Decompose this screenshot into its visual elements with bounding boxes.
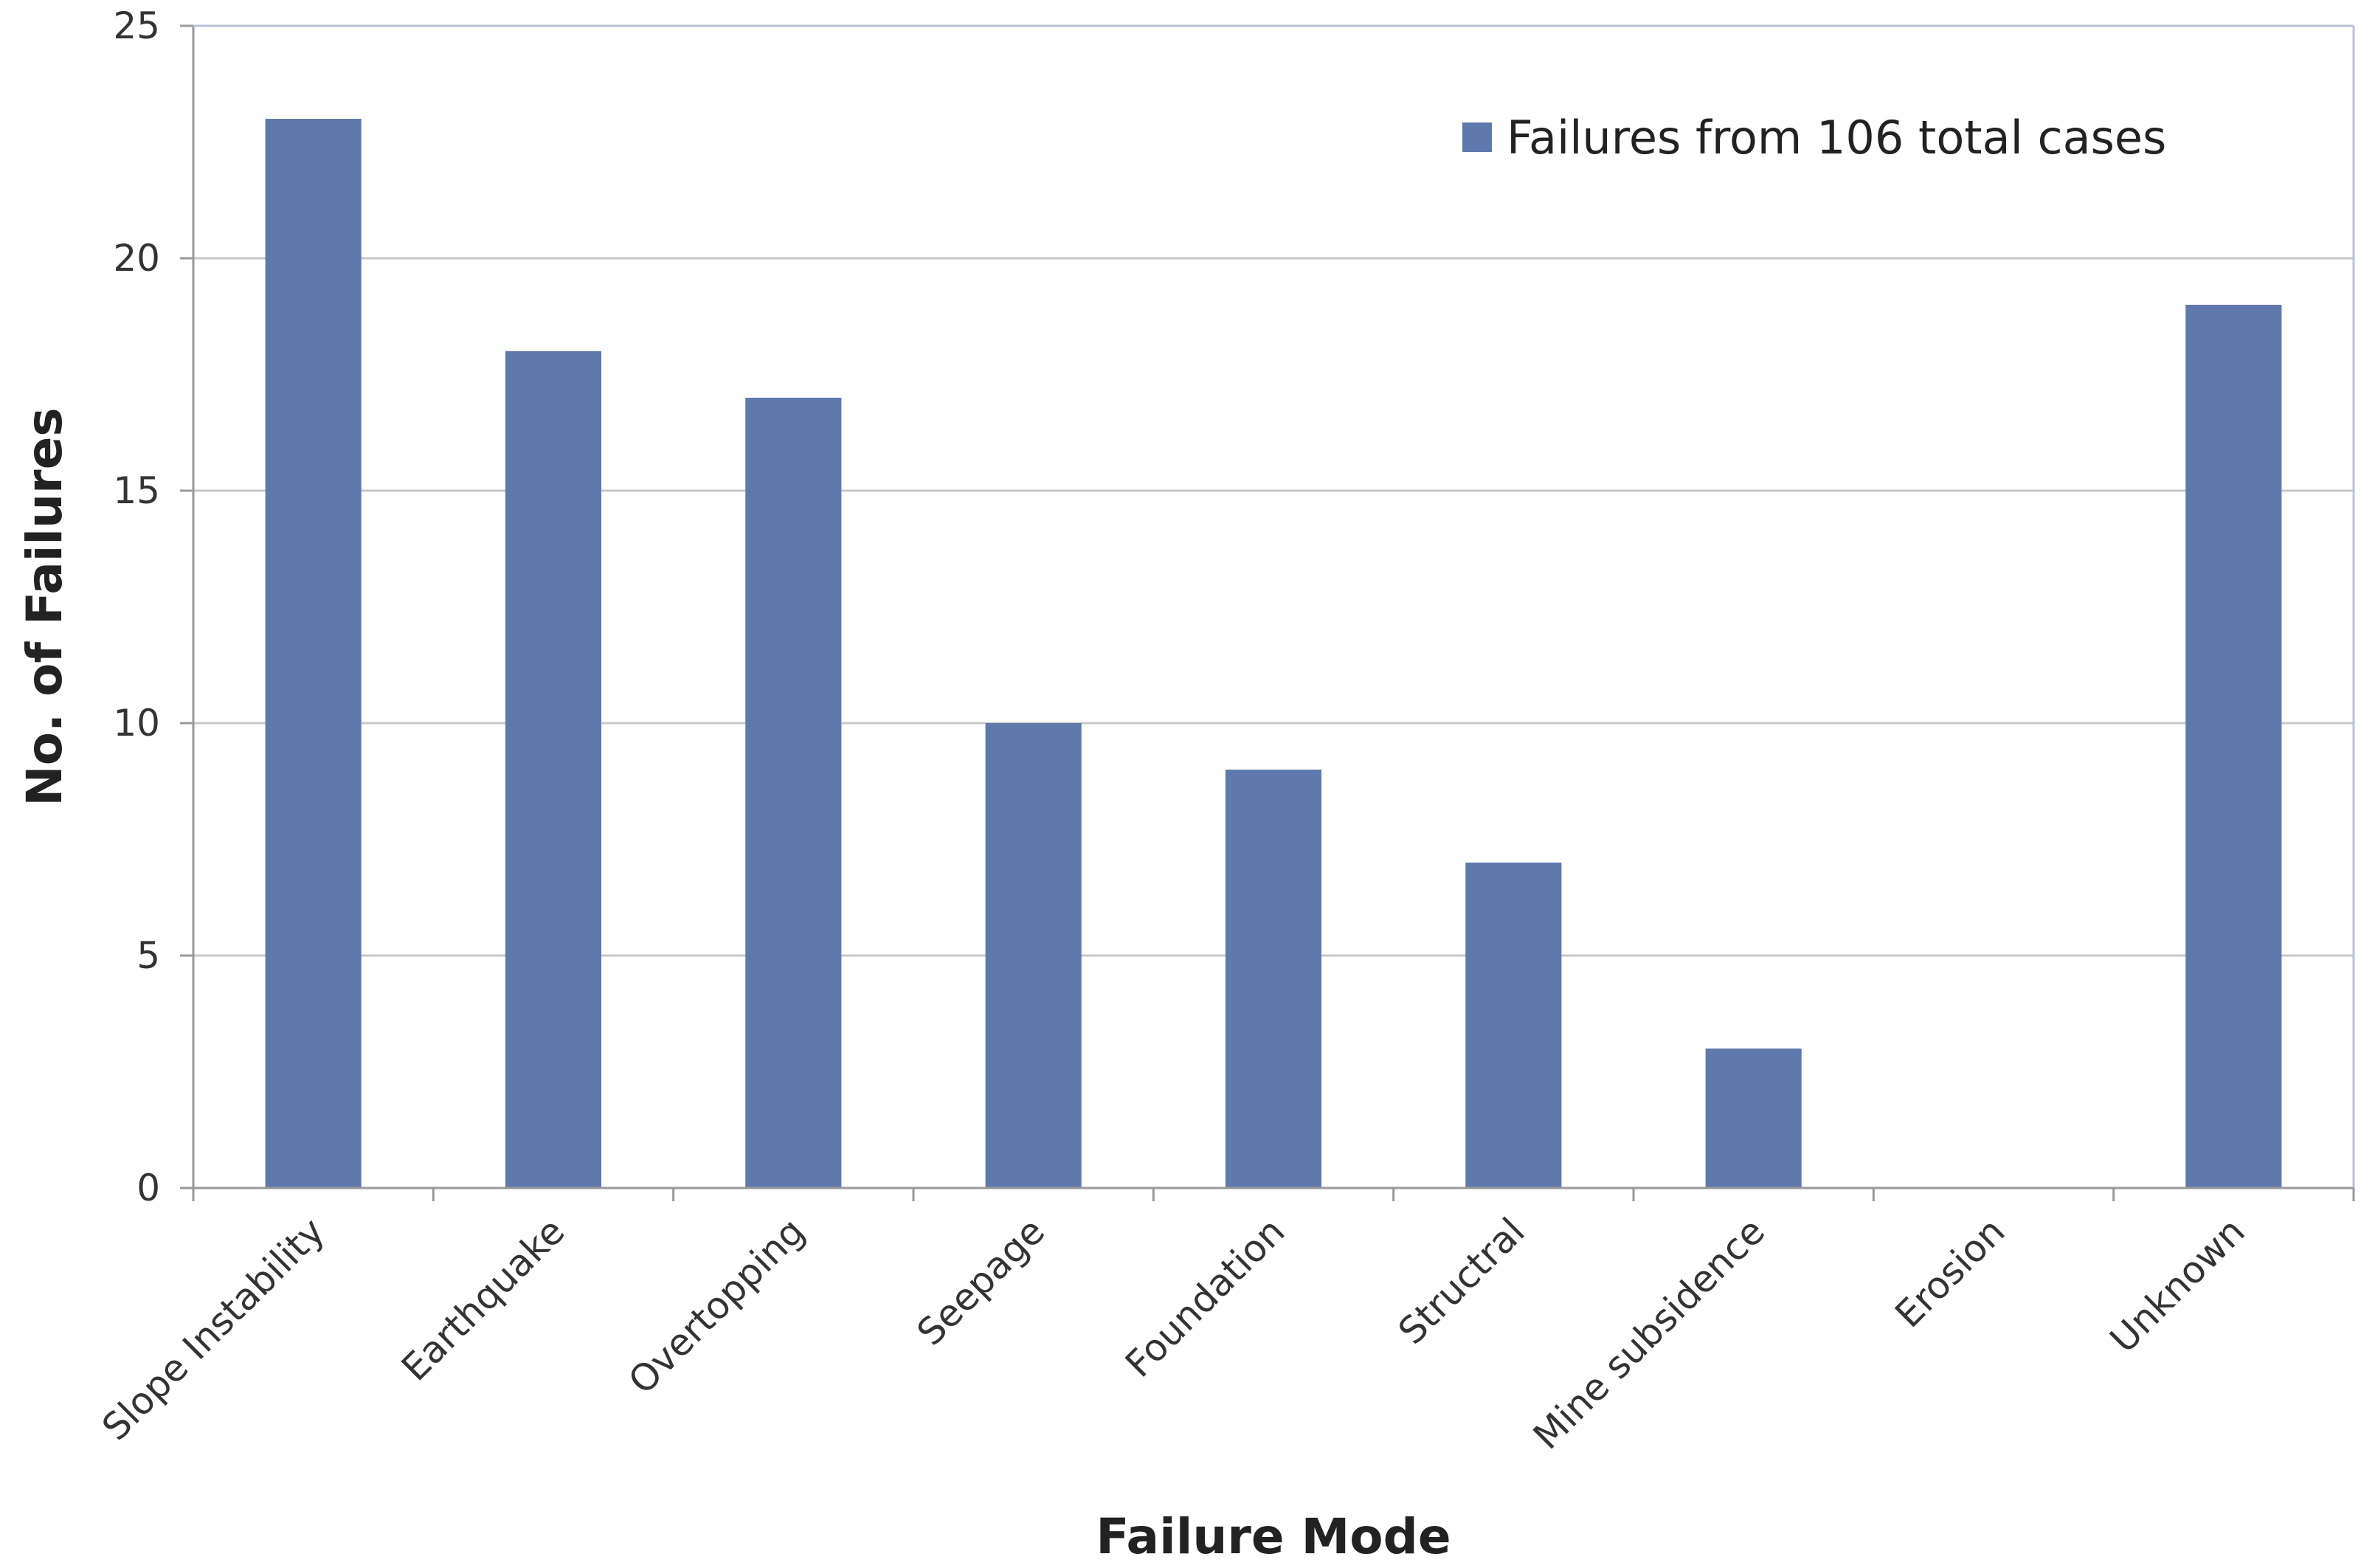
bar — [745, 398, 842, 1188]
y-tick-label: 15 — [113, 469, 160, 512]
y-tick-labels: 0 5 10 15 20 25 — [113, 4, 160, 1209]
legend-swatch — [1462, 122, 1492, 152]
x-axis-title: Failure Mode — [1096, 1508, 1451, 1565]
bar — [505, 351, 602, 1188]
legend: Failures from 106 total cases — [1462, 111, 2166, 165]
bars — [265, 119, 2282, 1188]
axes — [180, 24, 2355, 1201]
bar — [985, 723, 1082, 1188]
bar — [265, 119, 362, 1188]
y-axis-title: No. of Failures — [16, 407, 73, 806]
bar — [1705, 1049, 1802, 1188]
bar — [1225, 770, 1322, 1188]
y-tick-label: 5 — [136, 934, 160, 977]
y-tick-label: 10 — [113, 702, 160, 745]
legend-label: Failures from 106 total cases — [1507, 111, 2166, 165]
y-tick-label: 20 — [113, 237, 160, 280]
y-tick-label: 0 — [136, 1167, 160, 1209]
bar — [2185, 305, 2282, 1188]
y-tick-label: 25 — [113, 4, 160, 47]
bar — [1465, 863, 1562, 1188]
